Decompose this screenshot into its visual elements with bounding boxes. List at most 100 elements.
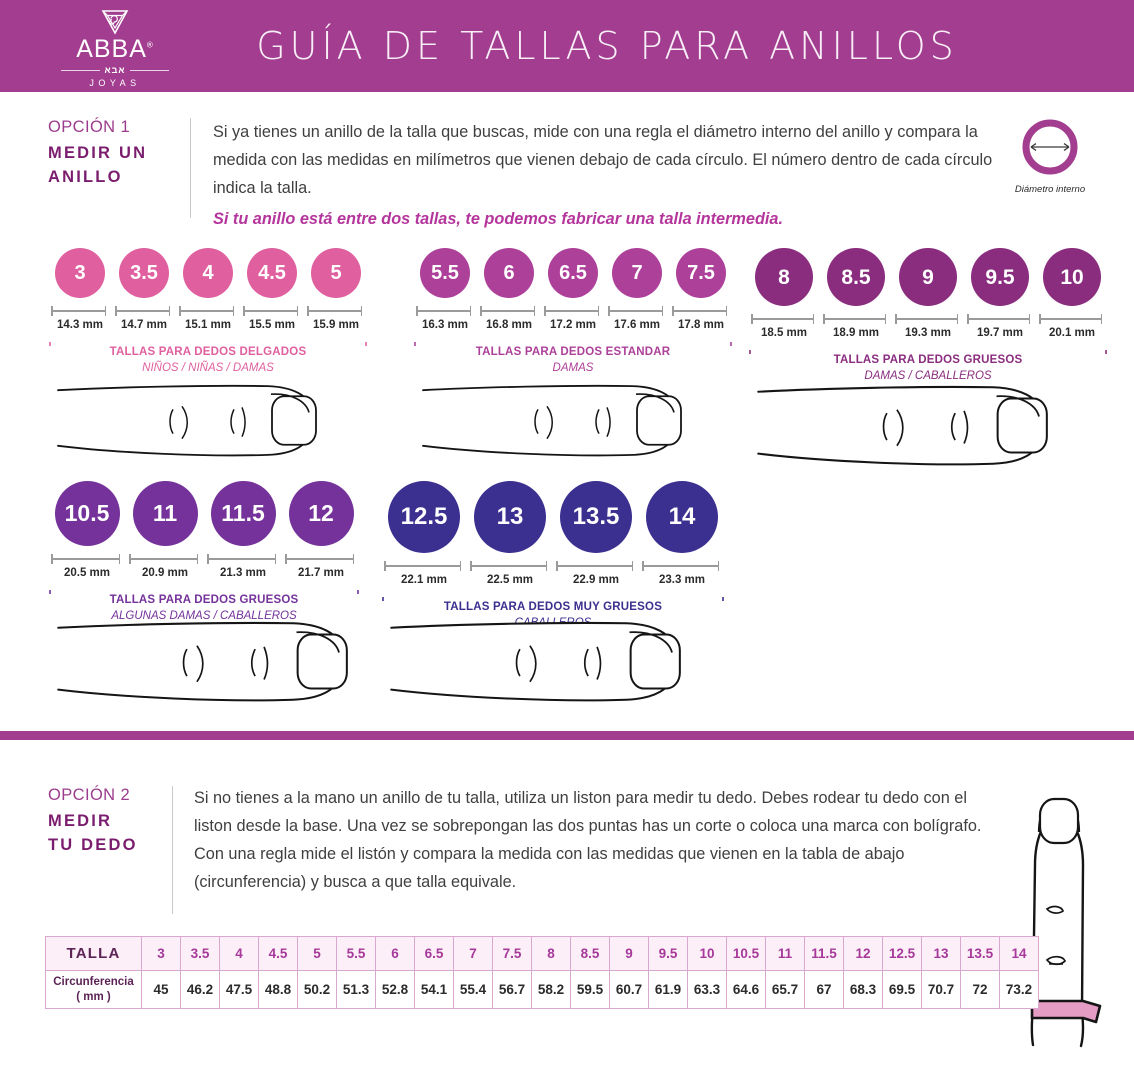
size-circle-9.5[interactable]: 9.5 (971, 248, 1029, 306)
measure-tick-7 (608, 307, 663, 315)
size-circle-3.5[interactable]: 3.5 (119, 248, 169, 298)
measure-tick-10 (1039, 315, 1102, 323)
table-size-header-9.5: 9.5 (648, 936, 688, 971)
finger-illustration-wrap-delgados (56, 376, 351, 470)
option1-label: OPCIÓN 1 MEDIR UN ANILLO (48, 118, 198, 190)
finger-illustration-gruesos (757, 385, 1048, 466)
brand-logo: ABBA® אבא JOYAS (0, 0, 230, 92)
size-circle-10[interactable]: 10 (1043, 248, 1101, 306)
diameter-label-row: 16.3 mm 16.8 mm 17.2 mm 17.6 mm 17.8 mm (413, 319, 733, 335)
diameter-label-row: 18.5 mm 18.9 mm 19.3 mm 19.7 mm 20.1 mm (748, 327, 1108, 343)
diameter-label-7.5: 17.8 mm (677, 319, 725, 331)
size-circle-5.5[interactable]: 5.5 (420, 248, 470, 298)
measure-tick-11 (129, 555, 198, 563)
diameter-label-8.5: 18.9 mm (832, 327, 880, 339)
group-brace: TALLAS PARA DEDOS DELGADOS NIÑOS / NIÑAS … (48, 341, 368, 375)
group-brace: TALLAS PARA DEDOS GRUESOS ALGUNAS DAMAS /… (48, 589, 360, 623)
logo-word-text: ABBA (76, 35, 147, 63)
table-circumference-3: 45 (141, 970, 181, 1009)
group-title: TALLAS PARA DEDOS ESTANDAR (413, 346, 733, 358)
table-size-header-11: 11 (765, 936, 805, 971)
diameter-label-11.5: 21.3 mm (219, 567, 267, 579)
logo-hebrew-text: אבא (104, 65, 126, 75)
diameter-label-10: 20.1 mm (1048, 327, 1096, 339)
table-circumference-10: 63.3 (687, 970, 727, 1009)
size-circle-4[interactable]: 4 (183, 248, 233, 298)
finger-with-ribbon-illustration (1030, 797, 1102, 1048)
size-group-delgados: 3 3.5 4 4.5 5 14.3 mm 14.7 mm 15.1 mm 15.5 mm 15.… (48, 248, 368, 375)
option2-body-text: Si no tienes a la mano un anillo de tu t… (194, 789, 982, 892)
diameter-label-12: 21.7 mm (297, 567, 345, 579)
diameter-label-4: 15.1 mm (184, 319, 232, 331)
finger-illustration-delgados (57, 384, 317, 457)
diameter-label-12.5: 22.1 mm (400, 574, 448, 586)
size-circle-10.5[interactable]: 10.5 (54, 481, 120, 546)
table-row-circumference: Circunferencia ( mm ) 45 46.2 47.5 48.8 50.2… (45, 970, 1039, 1009)
measure-tick-row (413, 306, 733, 318)
measure-tick-8.5 (823, 315, 886, 323)
option2-title-line2: TU DEDO (48, 835, 138, 854)
size-circle-13.5[interactable]: 13.5 (560, 481, 632, 553)
measure-tick-4 (179, 307, 234, 315)
size-circle-7.5[interactable]: 7.5 (676, 248, 726, 298)
option2-vertical-rule (172, 786, 173, 914)
size-circle-9[interactable]: 9 (899, 248, 957, 306)
option1-title-line1: MEDIR UN (48, 144, 148, 162)
size-circle-11.5[interactable]: 11.5 (210, 481, 276, 546)
measure-tick-12 (285, 555, 354, 563)
table-circumference-11.5: 67 (804, 970, 844, 1009)
size-circle-6[interactable]: 6 (484, 248, 534, 298)
size-circle-12[interactable]: 12 (288, 481, 354, 546)
measure-tick-13.5 (556, 562, 633, 570)
size-circle-11[interactable]: 11 (132, 481, 198, 546)
measure-tick-5 (307, 307, 362, 315)
size-circle-4.5[interactable]: 4.5 (247, 248, 297, 298)
table-circumference-6: 52.8 (375, 970, 415, 1009)
size-circle-row: 8 8.5 9 9.5 10 (748, 248, 1108, 306)
size-circle-8[interactable]: 8 (755, 248, 813, 306)
measure-tick-row (381, 561, 725, 573)
diamond-icon (101, 10, 129, 35)
circ-label-line2: ( mm ) (76, 990, 111, 1003)
table-circumference-14: 73.2 (999, 970, 1039, 1009)
size-circle-8.5[interactable]: 8.5 (827, 248, 885, 306)
size-circle-7[interactable]: 7 (612, 248, 662, 298)
table-size-header-7.5: 7.5 (492, 936, 532, 971)
diameter-label-9: 19.3 mm (904, 327, 952, 339)
diameter-label-13: 22.5 mm (486, 574, 534, 586)
measure-tick-14 (642, 562, 719, 570)
table-size-header-10: 10 (687, 936, 727, 971)
measure-tick-7.5 (672, 307, 727, 315)
diameter-label-9.5: 19.7 mm (976, 327, 1024, 339)
option1-kicker: OPCIÓN 1 (48, 118, 131, 136)
table-size-header-6: 6 (375, 936, 415, 971)
logo-tagline: JOYAS (89, 78, 141, 88)
circumference-table-wrap: TALLA 3 3.5 4 4.5 5 5.5 6 6.5 7 7.5 8 8.5 9 9.5 10 10.5… (45, 936, 1039, 1009)
diameter-label-7: 17.6 mm (613, 319, 661, 331)
group-brace: TALLAS PARA DEDOS GRUESOS DAMAS / CABALLE… (748, 349, 1108, 383)
finger-illustration-wrap-gruesos2 (56, 612, 386, 716)
measure-tick-8 (751, 315, 814, 323)
size-circle-row: 3 3.5 4 4.5 5 (48, 248, 368, 298)
size-circle-12.5[interactable]: 12.5 (388, 481, 460, 553)
table-size-header-14: 14 (999, 936, 1039, 971)
diameter-label-14: 23.3 mm (658, 574, 706, 586)
group-title: TALLAS PARA DEDOS GRUESOS (48, 594, 360, 606)
option2-label: OPCIÓN 2 MEDIR TU DEDO (48, 786, 198, 858)
size-circle-14[interactable]: 14 (646, 481, 718, 553)
size-circle-5[interactable]: 5 (311, 248, 361, 298)
size-circle-13[interactable]: 13 (474, 481, 546, 553)
finger-illustration-wrap-estandar (421, 376, 716, 470)
finger-illustration-gruesos2 (57, 621, 348, 702)
table-circumference-9: 60.7 (609, 970, 649, 1009)
table-circumference-10.5: 64.6 (726, 970, 766, 1009)
measure-tick-13 (470, 562, 547, 570)
size-circle-3[interactable]: 3 (55, 248, 105, 298)
option2-title-line1: MEDIR (48, 812, 113, 830)
size-circle-6.5[interactable]: 6.5 (548, 248, 598, 298)
table-row-sizes: TALLA 3 3.5 4 4.5 5 5.5 6 6.5 7 7.5 8 8.5 9 9.5 10 10.5… (45, 936, 1039, 971)
ring-diameter-caption: Diámetro interno (1014, 184, 1086, 195)
finger-illustration-wrap-muygruesos (389, 612, 719, 716)
measure-tick-row (48, 306, 368, 318)
